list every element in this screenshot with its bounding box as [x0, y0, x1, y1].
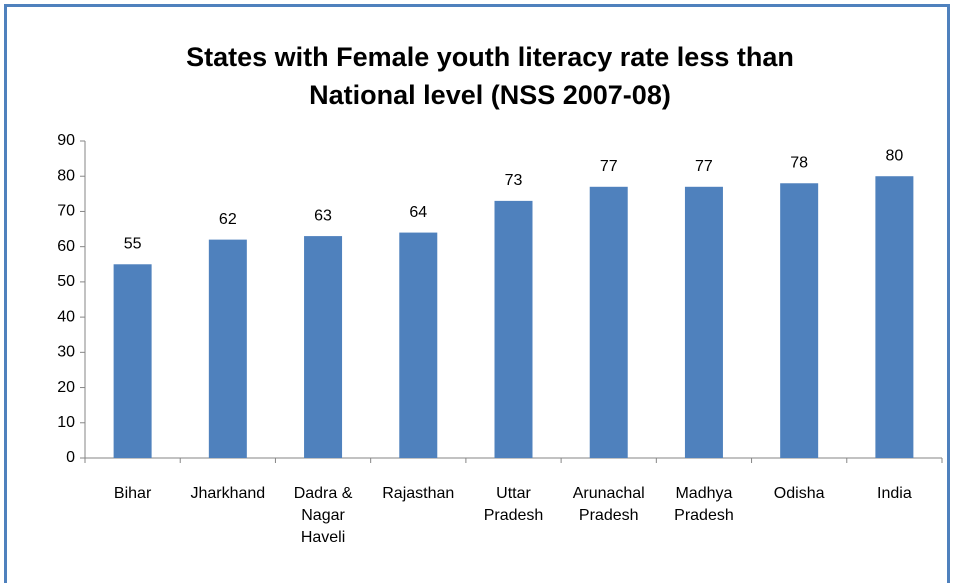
- y-tick-label: 80: [57, 167, 75, 184]
- bar: [780, 183, 819, 458]
- y-tick-label: 40: [57, 308, 75, 325]
- data-label: 62: [219, 211, 237, 228]
- y-tick-label: 0: [66, 449, 75, 466]
- x-tick-label: Arunachal Pradesh: [572, 485, 645, 524]
- data-label: 55: [124, 235, 142, 252]
- x-tick-label: Bihar: [113, 485, 152, 502]
- x-tick-label: Dadra & Nagar Haveli: [293, 485, 353, 546]
- x-tick-label: Jharkhand: [190, 485, 266, 502]
- bar: [875, 176, 914, 458]
- x-tick-label: Madhya Pradesh: [674, 485, 734, 524]
- y-tick-label: 10: [57, 414, 75, 431]
- bar: [113, 264, 152, 458]
- x-tick-label: Odisha: [773, 485, 825, 502]
- data-label: 73: [505, 172, 523, 189]
- data-label: 64: [409, 204, 427, 221]
- data-label: 63: [314, 207, 332, 224]
- data-label: 77: [600, 158, 618, 175]
- y-tick-label: 70: [57, 203, 75, 220]
- y-tick-label: 20: [57, 379, 75, 396]
- bar: [494, 200, 533, 458]
- x-tick-label: Uttar Pradesh: [483, 485, 544, 524]
- bar: [589, 186, 628, 459]
- bar: [208, 239, 247, 458]
- data-label: 78: [790, 154, 808, 171]
- bar: [304, 236, 343, 458]
- y-tick-label: 50: [57, 273, 75, 290]
- y-tick-label: 30: [57, 344, 75, 361]
- x-tick-label: India: [877, 485, 912, 502]
- data-label: 77: [695, 158, 713, 175]
- bar: [399, 232, 438, 458]
- frame: [4, 4, 950, 583]
- y-tick-label: 90: [57, 132, 75, 149]
- data-label: 80: [885, 147, 903, 164]
- y-tick-label: 60: [57, 238, 75, 255]
- x-tick-label: Rajasthan: [382, 485, 455, 502]
- chart-title: States with Female youth literacy rate l…: [186, 42, 794, 110]
- bar: [684, 186, 723, 459]
